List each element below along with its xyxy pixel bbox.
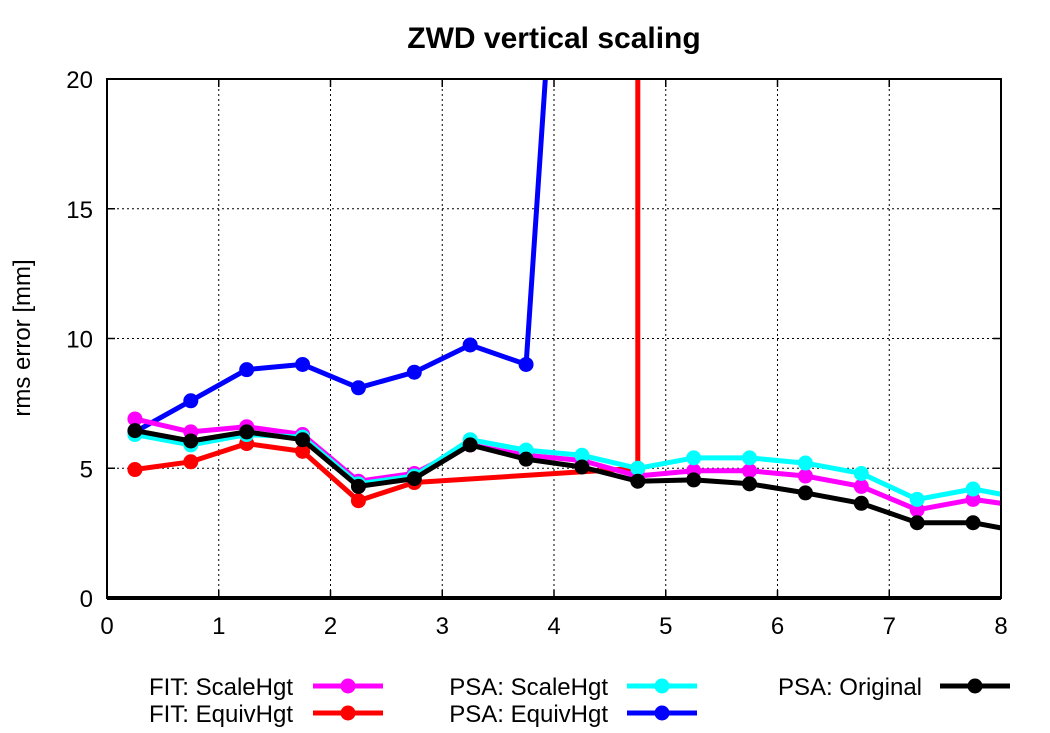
x-tick-label: 5: [659, 613, 672, 640]
series-psa-original: [127, 423, 1001, 531]
data-point: [350, 478, 366, 494]
legend-swatch-marker: [340, 678, 356, 694]
legend-item: FIT: ScaleHgt: [149, 674, 383, 701]
legend-label: FIT: ScaleHgt: [149, 674, 293, 701]
data-point: [742, 476, 758, 492]
data-point: [909, 515, 925, 531]
y-axis-label: rms error [mm]: [9, 259, 36, 416]
data-point: [518, 356, 534, 372]
data-point: [630, 473, 646, 489]
data-point: [853, 465, 869, 481]
axis-ticks: 0 1 2 3 4 5 6 7 8 0 5 10 15 20: [66, 67, 1007, 640]
data-point: [574, 447, 590, 463]
data-point: [853, 478, 869, 494]
chart-title: ZWD vertical scaling: [407, 22, 700, 55]
data-point: [127, 462, 143, 478]
data-point: [350, 380, 366, 396]
data-point: [797, 485, 813, 501]
data-point: [909, 491, 925, 507]
data-point: [965, 481, 981, 497]
y-tick-label: 20: [66, 67, 93, 94]
data-point: [127, 423, 143, 439]
data-point: [462, 437, 478, 453]
legend-item: PSA: EquivHgt: [449, 701, 697, 728]
data-point: [686, 450, 702, 466]
x-tick-label: 8: [994, 613, 1007, 640]
data-point: [797, 468, 813, 484]
data-point: [909, 502, 925, 518]
legend-item: PSA: ScaleHgt: [449, 674, 697, 701]
data-point: [797, 455, 813, 471]
data-point: [295, 356, 311, 372]
plot-area: [127, 79, 1001, 531]
data-point: [127, 411, 143, 427]
x-tick-label: 3: [436, 613, 449, 640]
legend-swatch-marker: [340, 705, 356, 721]
data-point: [350, 493, 366, 509]
legend-swatch-marker: [967, 678, 983, 694]
legend-label: PSA: EquivHgt: [449, 701, 608, 728]
x-tick-label: 4: [547, 613, 560, 640]
y-tick-label: 5: [80, 456, 93, 483]
x-tick-label: 7: [883, 613, 896, 640]
data-point: [183, 433, 199, 449]
legend-label: PSA: Original: [778, 674, 922, 701]
x-tick-label: 2: [324, 613, 337, 640]
data-point: [965, 491, 981, 507]
data-point: [574, 459, 590, 475]
data-point: [686, 472, 702, 488]
legend-item: FIT: EquivHgt: [149, 701, 383, 728]
data-point: [853, 495, 869, 511]
y-tick-label: 10: [66, 327, 93, 354]
legend-label: PSA: ScaleHgt: [449, 674, 608, 701]
x-tick-label: 6: [771, 613, 784, 640]
y-tick-label: 0: [80, 586, 93, 613]
legend-item: PSA: Original: [778, 674, 1010, 701]
y-tick-label: 15: [66, 197, 93, 224]
data-point: [295, 432, 311, 448]
data-point: [295, 443, 311, 459]
data-point: [965, 515, 981, 531]
legend-label: FIT: EquivHgt: [149, 701, 293, 728]
data-point: [742, 463, 758, 479]
data-point: [406, 364, 422, 380]
data-point: [406, 471, 422, 487]
data-point: [183, 393, 199, 409]
data-point: [239, 362, 255, 378]
data-point: [183, 454, 199, 470]
x-tick-label: 1: [212, 613, 225, 640]
x-tick-label: 0: [100, 613, 113, 640]
data-point: [518, 451, 534, 467]
data-point: [742, 450, 758, 466]
legend-swatch-marker: [654, 705, 670, 721]
legend-swatch-marker: [654, 678, 670, 694]
data-point: [462, 337, 478, 353]
data-point: [630, 460, 646, 476]
data-point: [239, 424, 255, 440]
